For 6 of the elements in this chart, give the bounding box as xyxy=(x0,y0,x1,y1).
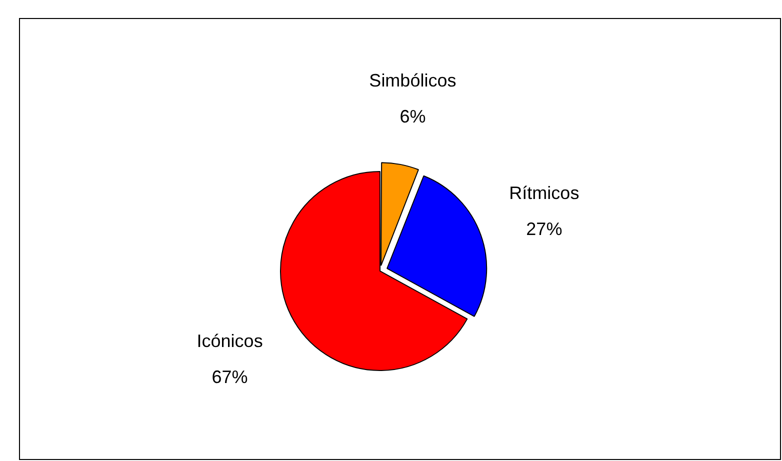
data-label: 27% xyxy=(526,218,562,239)
slice-label: Rítmicos xyxy=(509,182,580,203)
data-label: 6% xyxy=(400,106,426,127)
data-label: 67% xyxy=(212,366,248,387)
slice-label: Icónicos xyxy=(196,330,263,351)
slice-label: Simbólicos xyxy=(369,70,456,91)
